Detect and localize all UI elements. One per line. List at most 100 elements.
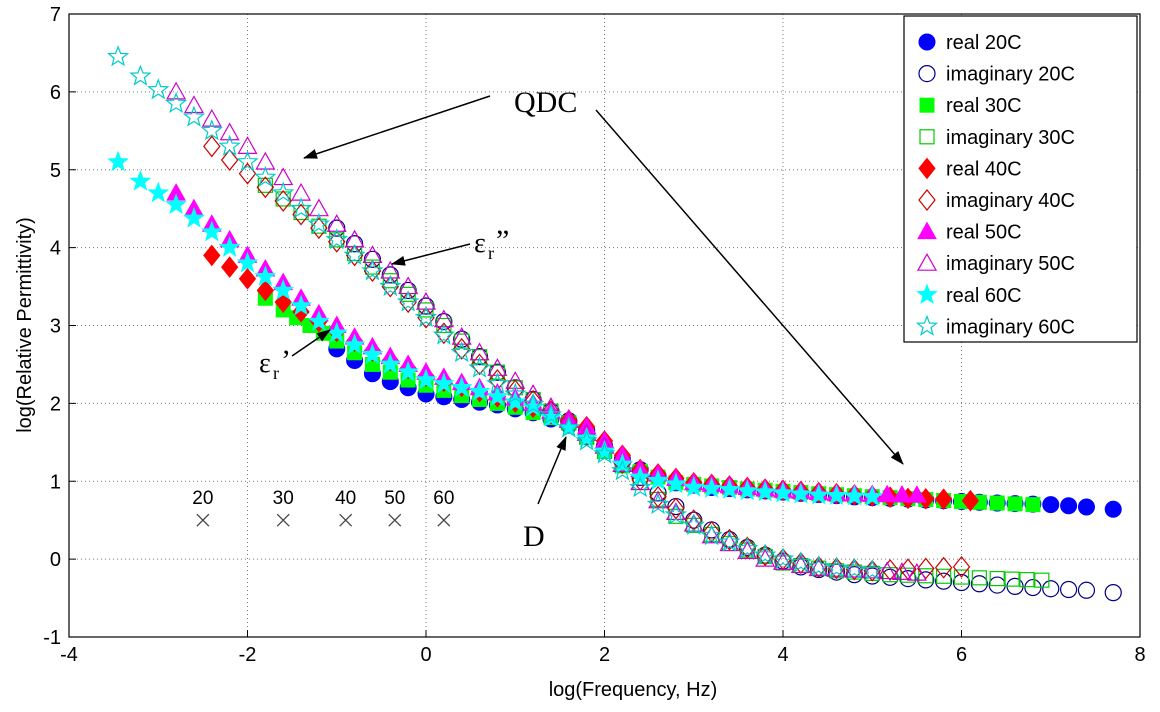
legend-marker xyxy=(918,33,936,51)
data-point xyxy=(825,556,848,578)
legend-item: imaginary 20C xyxy=(918,64,1075,86)
data-point xyxy=(738,536,757,559)
data-point xyxy=(1007,496,1023,512)
legend-item: real 40C xyxy=(918,157,1022,180)
data-point xyxy=(272,181,295,203)
data-point xyxy=(107,150,129,172)
data-point xyxy=(935,488,953,510)
y-tick-label: -1 xyxy=(43,627,61,649)
data-point xyxy=(290,294,312,316)
d-arrow xyxy=(537,436,567,505)
data-point xyxy=(557,416,580,438)
data-point xyxy=(272,279,295,300)
axis-ticks: -4 -2 0 2 4 6 8 -1 0 1 2 3 4 5 6 7 xyxy=(43,4,1145,666)
data-point xyxy=(166,81,187,100)
legend-label: imaginary 20C xyxy=(946,64,1075,86)
data-point xyxy=(649,485,667,508)
data-point xyxy=(361,259,384,281)
data-point xyxy=(289,196,313,219)
data-point xyxy=(396,290,420,312)
data-point xyxy=(843,557,866,579)
data-point xyxy=(382,273,398,289)
data-point xyxy=(881,568,899,586)
data-point xyxy=(611,452,634,474)
data-point xyxy=(593,439,616,461)
data-point xyxy=(343,243,366,265)
data-point xyxy=(917,557,935,580)
data-point xyxy=(218,236,241,257)
data-point xyxy=(397,360,420,382)
data-point xyxy=(418,302,434,318)
data-point xyxy=(539,403,563,425)
x-axis-label: log(Frequency, Hz) xyxy=(549,679,718,701)
data-point xyxy=(470,348,489,366)
x-tick-label: -2 xyxy=(239,644,257,666)
x-tick-label: -4 xyxy=(60,644,78,666)
data-point xyxy=(129,64,152,86)
data-point xyxy=(989,495,1005,511)
data-point xyxy=(736,479,759,501)
data-point xyxy=(238,267,257,290)
temperature-marker-x xyxy=(339,513,353,527)
data-point xyxy=(504,382,527,404)
data-point xyxy=(470,353,489,376)
legend-marker xyxy=(918,157,936,180)
data-point xyxy=(379,274,402,297)
data-point xyxy=(720,528,739,551)
legend-marker xyxy=(916,283,938,305)
legend-item: real 20C xyxy=(918,32,1022,54)
x-tick-label: 6 xyxy=(956,644,967,666)
y-tick-label: 6 xyxy=(50,82,61,104)
data-point xyxy=(488,363,506,381)
legend-label: imaginary 30C xyxy=(946,127,1075,149)
qdc-label: QDC xyxy=(514,86,577,119)
data-point xyxy=(935,572,953,590)
data-point xyxy=(789,551,813,573)
data-point xyxy=(200,119,223,141)
legend-marker xyxy=(919,129,935,145)
data-point xyxy=(379,352,402,374)
data-point xyxy=(220,149,239,171)
data-point xyxy=(435,313,453,331)
temperature-label: 30 xyxy=(273,488,294,509)
legend-label: imaginary 50C xyxy=(946,253,1075,275)
data-point xyxy=(453,330,471,348)
y-tick-label: 2 xyxy=(50,393,61,415)
data-point xyxy=(1104,500,1122,518)
data-point xyxy=(899,569,917,588)
data-point xyxy=(736,537,759,559)
temperature-markers: 20 30 40 50 60 xyxy=(192,488,454,527)
data-point xyxy=(718,478,741,500)
data-point xyxy=(1042,496,1060,514)
annotation-arrows xyxy=(291,95,904,505)
data-point xyxy=(254,265,277,287)
data-point xyxy=(203,135,221,158)
data-point xyxy=(892,484,912,503)
data-point xyxy=(953,569,970,585)
data-point xyxy=(165,193,187,215)
qdc-arrow-left xyxy=(303,95,491,159)
temperature-marker-x xyxy=(196,513,210,527)
data-point xyxy=(826,559,847,577)
eps-imag-label: ε r ” xyxy=(474,224,509,263)
temperature-label: 20 xyxy=(192,488,213,509)
data-point xyxy=(753,543,777,565)
data-point xyxy=(971,570,987,586)
data-point xyxy=(236,251,259,273)
data-point xyxy=(891,562,913,580)
data-point xyxy=(1104,584,1122,602)
legend-marker xyxy=(915,314,939,336)
data-point xyxy=(399,281,417,300)
data-point xyxy=(450,341,473,363)
eps-real-label: ε r ’ xyxy=(259,344,291,383)
data-point xyxy=(468,356,491,378)
data-point xyxy=(450,376,473,398)
eps-imag-symbol: ε xyxy=(474,228,486,259)
legend-label: real 30C xyxy=(946,95,1022,117)
data-point xyxy=(521,393,545,415)
data-point xyxy=(772,481,794,503)
data-point xyxy=(843,484,866,506)
legend-marker xyxy=(916,252,938,271)
data-point xyxy=(700,477,723,498)
